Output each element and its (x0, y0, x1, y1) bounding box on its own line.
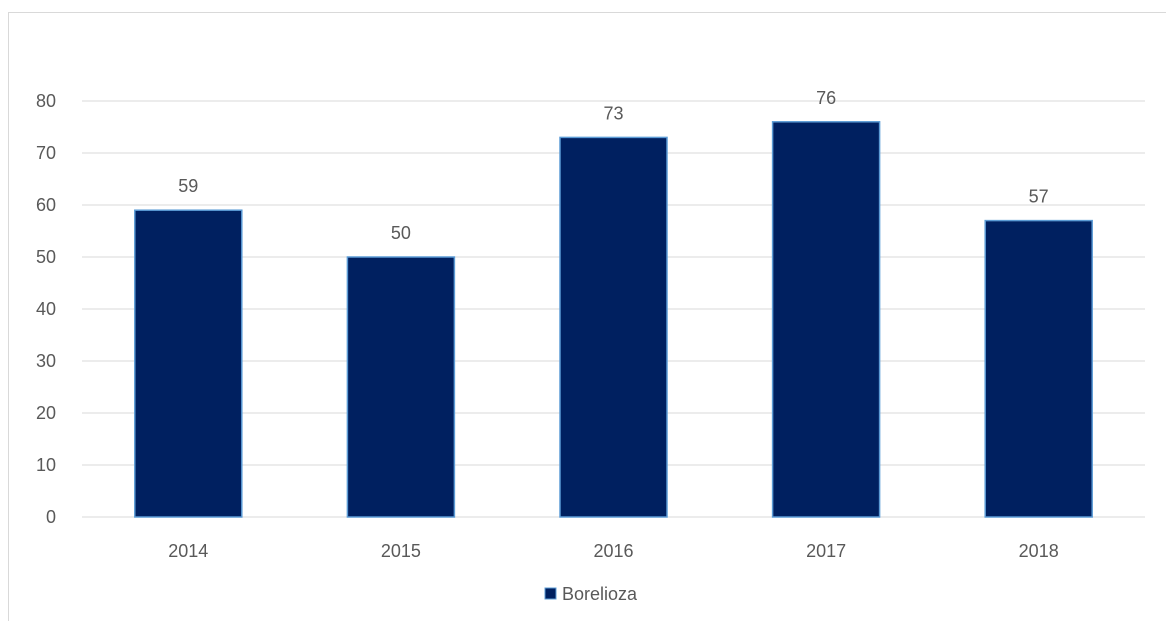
x-tick-label-2017: 2017 (806, 541, 846, 561)
bar-2017 (771, 121, 881, 518)
y-tick-label: 40 (36, 299, 56, 319)
y-tick-label: 70 (36, 143, 56, 163)
legend-label: Borelioza (562, 584, 638, 604)
bar-2016 (559, 136, 668, 518)
x-tick-label-2015: 2015 (381, 541, 421, 561)
y-tick-label: 0 (46, 507, 56, 527)
chart-frame (8, 12, 1166, 621)
y-tick-label: 50 (36, 247, 56, 267)
legend: Borelioza (544, 584, 638, 604)
x-tick-label-2018: 2018 (1019, 541, 1059, 561)
bar-2018 (984, 219, 1093, 518)
bars (134, 121, 1093, 518)
x-tick-label-2014: 2014 (168, 541, 208, 561)
data-label-2018: 57 (1029, 187, 1049, 207)
bar-2015 (346, 256, 456, 518)
data-label-2016: 73 (603, 103, 623, 123)
legend-swatch (544, 587, 557, 600)
data-labels: 59 50 73 76 57 (178, 88, 1048, 243)
x-tick-label-2016: 2016 (593, 541, 633, 561)
data-label-2015: 50 (391, 223, 411, 243)
y-tick-label: 30 (36, 351, 56, 371)
data-label-2014: 59 (178, 176, 198, 196)
y-axis-tick-labels: 0 10 20 30 40 50 60 70 80 (36, 91, 56, 527)
x-axis-tick-labels: 2014 2015 2016 2017 2018 (168, 541, 1058, 561)
y-tick-label: 60 (36, 195, 56, 215)
bar-2014 (134, 209, 243, 518)
y-tick-label: 10 (36, 455, 56, 475)
y-tick-label: 80 (36, 91, 56, 111)
data-label-2017: 76 (816, 88, 836, 108)
y-tick-label: 20 (36, 403, 56, 423)
